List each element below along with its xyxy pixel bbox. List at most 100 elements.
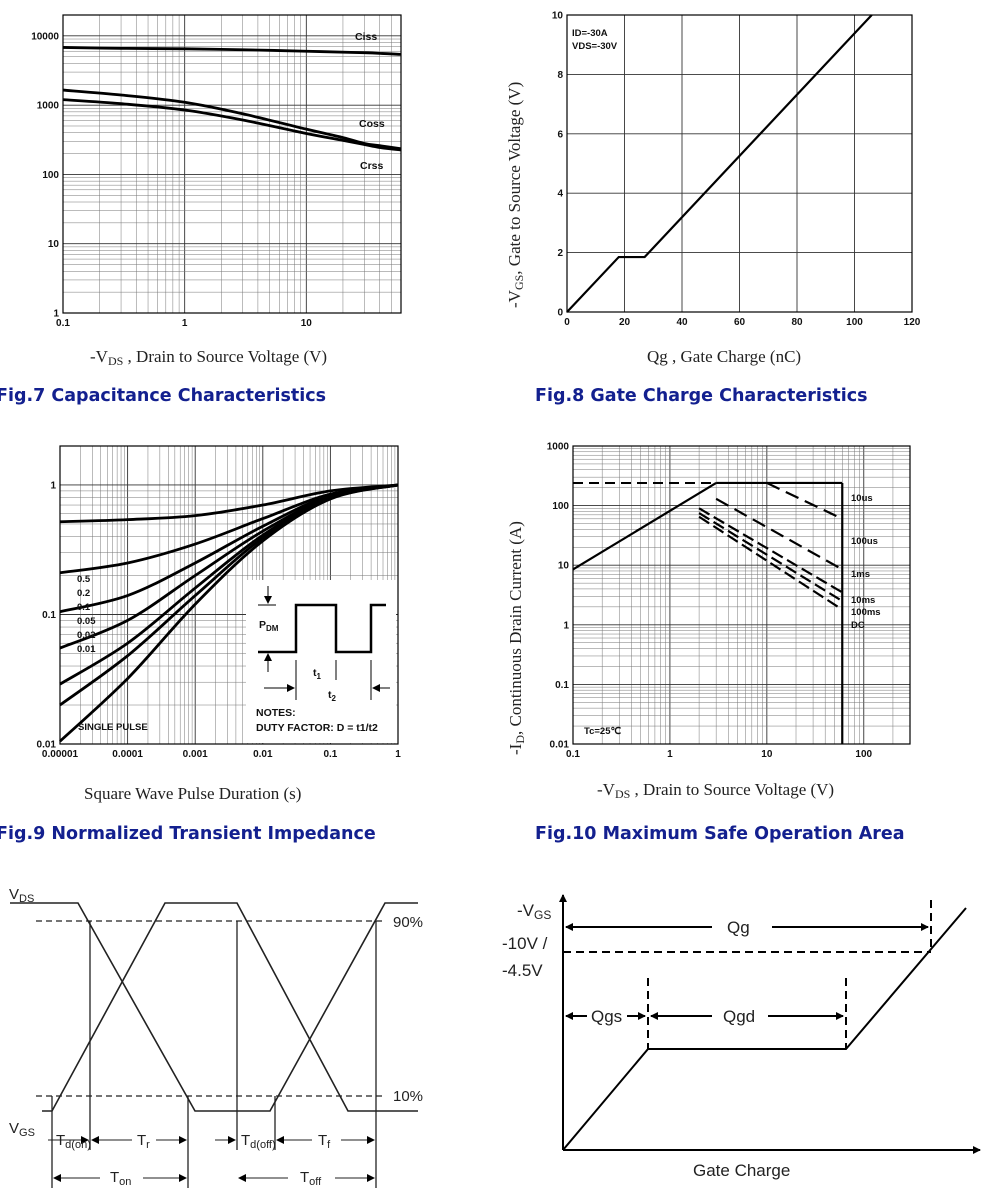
series-line-crss	[62, 98, 402, 152]
fig10-caption: Fig.10 Maximum Safe Operation Area	[535, 824, 905, 844]
fig9-transient-impedance-chart: 0.00001 0.0001 0.001 0.01 0.1 1 0.01 0.1 1 0.5 0…	[0, 445, 402, 844]
fig10-curve-labels: 10us 100us 1ms 10ms 100ms DC	[851, 493, 881, 631]
fig9-caption: Fig.9 Normalized Transient Impedance	[0, 824, 376, 844]
y-tick-label: 0.1	[555, 680, 569, 691]
y-tick-label: 1	[563, 620, 569, 631]
fig7-caption: Fig.7 Capacitance Characteristics	[0, 386, 326, 406]
y-tick-label: 1	[50, 480, 56, 491]
series-line-0-5	[59, 483, 399, 524]
y-tick-label: 8	[557, 70, 563, 81]
y-tick-label: 6	[557, 129, 563, 140]
y-tick-label: 0.01	[37, 740, 57, 751]
fig10-xlabel: -VDS , Drain to Source Voltage (V)	[597, 780, 834, 801]
y-tick-label: 0.01	[550, 740, 570, 751]
fig9-legend-item: 0.5	[77, 574, 91, 585]
x-tick-label: 40	[676, 317, 688, 328]
fig8-annotation-vds: VDS=-30V	[572, 41, 618, 52]
vgs-waveform	[42, 902, 418, 1112]
y-tick-label: 10	[552, 11, 564, 22]
td-on-label: Td(on)	[56, 1132, 91, 1151]
x-tick-label: 0.0001	[112, 749, 143, 760]
vds-waveform	[10, 902, 418, 1112]
x-tick-label: 20	[619, 317, 631, 328]
series-line-1ms	[715, 497, 843, 571]
fig8-grid	[567, 15, 912, 312]
fig7-curves	[62, 46, 402, 152]
fig9-inset-pulse-waveform	[258, 603, 386, 654]
fig8-curves	[566, 14, 873, 313]
fig7-grid	[63, 15, 401, 313]
fig10-curve-label: DC	[851, 620, 865, 631]
fig9-tick-labels: 0.00001 0.0001 0.001 0.01 0.1 1 0.01 0.1 1	[37, 480, 402, 760]
x-tick-label: 120	[904, 317, 921, 328]
fig9-legend-item: 0.02	[77, 630, 96, 641]
fig9-duty-legend: 0.5 0.2 0.1 0.05 0.02 0.01	[77, 574, 96, 655]
fig8-xlabel: Qg , Gate Charge (nC)	[647, 347, 801, 366]
percent-10-label: 10%	[393, 1088, 423, 1105]
gc-xlabel: Gate Charge	[693, 1161, 790, 1180]
gc-qgd-label: Qgd	[723, 1007, 755, 1026]
vds-label: VDS	[9, 886, 34, 905]
fig9-xlabel: Square Wave Pulse Duration (s)	[84, 784, 301, 803]
x-tick-label: 0.001	[183, 749, 208, 760]
gate-charge-diagram: -VGS -10V / -4.5V Qg Qgs Qgd Gate Charge	[502, 894, 981, 1180]
fig9-inset-duty: DUTY FACTOR: D = t1/t2	[256, 722, 378, 734]
x-tick-label: 0.1	[566, 749, 580, 760]
gc-qg-label: Qg	[727, 918, 750, 937]
y-tick-label: 0	[557, 308, 563, 319]
td-off-label: Td(off)	[241, 1132, 276, 1151]
fig9-legend-item: 0.01	[77, 644, 96, 655]
switching-waveform-diagram: VDS VGS 90% 10% Td(on) Tr Td(off) Tf Ton…	[9, 886, 423, 1188]
x-tick-label: 100	[855, 749, 872, 760]
gc-45v-label: -4.5V	[502, 961, 543, 980]
gc-vgs-label: -VGS	[517, 901, 551, 922]
ton-label: Ton	[110, 1169, 131, 1188]
series-line-ciss	[62, 46, 402, 56]
toff-label: Toff	[300, 1169, 322, 1188]
fig9-single-pulse-label: SINGLE PULSE	[78, 722, 148, 733]
series-line-10ms	[698, 507, 843, 594]
fig7-xlabel: -VDS , Drain to Source Voltage (V)	[90, 347, 327, 368]
fig9-inset-notes: NOTES:	[256, 707, 296, 719]
series-line-dc	[698, 515, 843, 611]
y-tick-label: 1	[53, 309, 59, 320]
x-tick-label: 0.1	[56, 318, 70, 329]
x-tick-label: 1	[395, 749, 401, 760]
fig10-curve-label: 100us	[851, 536, 878, 547]
series-line-single-pulse	[59, 483, 399, 743]
fig9-inset-t2: t2	[328, 689, 337, 703]
fig9-legend-item: 0.1	[77, 602, 91, 613]
fig10-curve-label: 10us	[851, 493, 873, 504]
fig8-caption: Fig.8 Gate Charge Characteristics	[535, 386, 867, 406]
fig8-plot-frame	[566, 14, 913, 313]
fig9-plot-frame	[59, 445, 399, 745]
y-tick-label: 2	[557, 248, 563, 259]
y-tick-label: 4	[557, 189, 563, 200]
y-tick-label: 0.1	[42, 610, 56, 621]
x-tick-label: 60	[734, 317, 746, 328]
tf-label: Tf	[318, 1132, 331, 1151]
fig10-curve-label: 10ms	[851, 595, 875, 606]
fig7-label-coss: Coss	[359, 118, 385, 130]
fig8-tick-labels: 0 20 40 60 80 100 120 0 2 4 6 8 10	[552, 11, 921, 329]
x-tick-label: 0.01	[253, 749, 273, 760]
series-line-100ms	[698, 512, 843, 603]
x-tick-label: 80	[791, 317, 803, 328]
x-tick-label: 1	[667, 749, 673, 760]
fig7-plot-frame	[62, 14, 402, 314]
y-tick-label: 10	[48, 239, 60, 250]
fig9-legend-item: 0.2	[77, 588, 90, 599]
x-tick-label: 100	[846, 317, 863, 328]
fig10-curve-label: 100ms	[851, 607, 881, 618]
fig9-curves	[59, 483, 399, 743]
fig9-legend-item: 0.05	[77, 616, 96, 627]
y-tick-label: 1000	[37, 101, 60, 112]
y-tick-label: 100	[42, 170, 59, 181]
fig10-tc-label: Tc=25℃	[584, 726, 621, 737]
gc-qgs-label: Qgs	[591, 1007, 622, 1026]
